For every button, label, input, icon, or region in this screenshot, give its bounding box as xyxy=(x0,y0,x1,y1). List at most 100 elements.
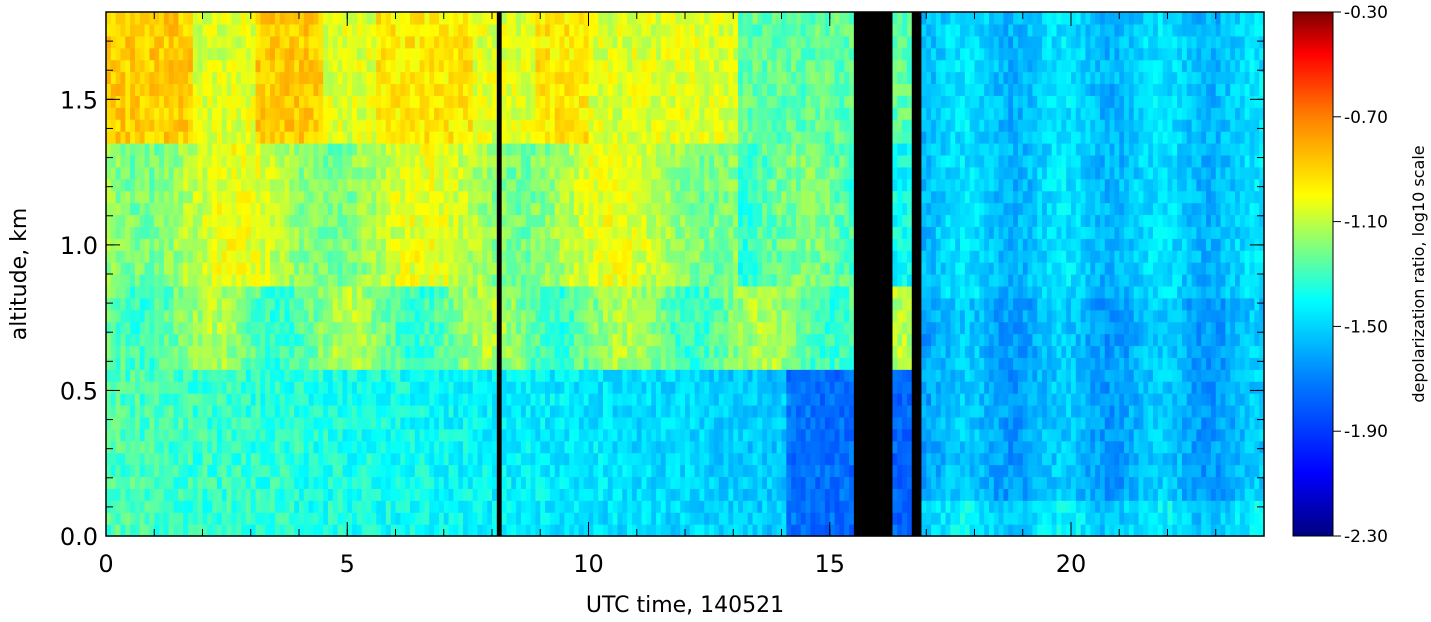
heatmap-cell xyxy=(472,381,479,394)
heatmap-cell xyxy=(241,143,247,156)
heatmap-cell xyxy=(622,393,628,406)
heatmap-cell xyxy=(289,119,295,132)
heatmap-cell xyxy=(535,381,541,394)
heatmap-cell xyxy=(593,512,599,525)
heatmap-cell xyxy=(154,405,160,418)
heatmap-cell xyxy=(279,369,286,382)
heatmap-cell xyxy=(641,238,648,251)
heatmap-cell xyxy=(332,166,339,180)
heatmap-cell xyxy=(516,262,522,275)
heatmap-cell xyxy=(458,393,464,406)
heatmap-cell xyxy=(472,357,479,370)
heatmap-cell xyxy=(110,488,117,501)
heatmap-cell xyxy=(106,440,112,454)
heatmap-cell xyxy=(361,309,368,323)
heatmap-cell xyxy=(627,381,633,394)
heatmap-cell xyxy=(549,262,556,275)
heatmap-cell xyxy=(588,178,594,192)
heatmap-cell xyxy=(270,35,276,49)
heatmap-cell xyxy=(327,357,334,370)
heatmap-cell xyxy=(641,381,648,394)
heatmap-cell xyxy=(226,285,233,299)
heatmap-cell xyxy=(183,12,189,25)
heatmap-cell xyxy=(241,59,247,73)
heatmap-cell xyxy=(501,405,508,418)
heatmap-cell xyxy=(270,143,276,156)
heatmap-cell xyxy=(241,369,247,382)
heatmap-cell xyxy=(332,405,339,418)
heatmap-cell xyxy=(492,512,498,525)
heatmap-cell xyxy=(583,71,590,85)
heatmap-cell xyxy=(472,35,479,49)
heatmap-cell xyxy=(221,285,228,299)
heatmap-cell xyxy=(376,95,382,108)
heatmap-cell xyxy=(409,47,416,61)
heatmap-cell xyxy=(361,107,368,120)
heatmap-cell xyxy=(506,285,512,299)
heatmap-cell xyxy=(429,119,435,132)
heatmap-cell xyxy=(631,166,638,180)
heatmap-cell xyxy=(139,357,146,370)
heatmap-cell xyxy=(173,83,179,96)
heatmap-cell xyxy=(323,238,329,251)
heatmap-cell xyxy=(347,23,353,37)
heatmap-cell xyxy=(631,119,638,132)
heatmap-cell xyxy=(207,285,213,299)
heatmap-cell xyxy=(511,309,517,323)
heatmap-cell xyxy=(511,59,517,73)
heatmap-cell xyxy=(173,202,179,216)
heatmap-cell xyxy=(149,274,155,287)
heatmap-cell xyxy=(178,274,184,287)
heatmap-cell xyxy=(139,285,146,299)
heatmap-cell xyxy=(477,95,483,108)
heatmap-cell xyxy=(303,71,310,85)
heatmap-cell xyxy=(448,23,454,37)
heatmap-cell xyxy=(192,238,199,251)
heatmap-cell xyxy=(173,119,179,132)
heatmap-cell xyxy=(598,143,604,156)
heatmap-cell xyxy=(631,321,638,335)
heatmap-cell xyxy=(467,464,474,478)
heatmap-cell xyxy=(453,440,459,454)
heatmap-cell xyxy=(226,405,233,418)
heatmap-cell xyxy=(342,250,348,263)
heatmap-cell xyxy=(487,357,493,370)
heatmap-cell xyxy=(361,83,368,96)
heatmap-cell xyxy=(381,166,387,180)
heatmap-cell xyxy=(501,285,508,299)
heatmap-cell xyxy=(588,476,594,489)
heatmap-cell xyxy=(607,119,614,132)
heatmap-cell xyxy=(168,59,175,73)
heatmap-cell xyxy=(294,309,300,323)
heatmap-cell xyxy=(274,59,281,73)
heatmap-cell xyxy=(236,297,242,311)
heatmap-cell xyxy=(535,190,541,204)
heatmap-cell xyxy=(588,143,594,156)
heatmap-cell xyxy=(134,23,141,37)
heatmap-cell xyxy=(173,12,179,25)
heatmap-cell xyxy=(400,83,406,96)
heatmap-cell xyxy=(424,309,430,323)
heatmap-cell xyxy=(602,71,609,85)
heatmap-cell xyxy=(395,452,401,466)
heatmap-cell xyxy=(159,190,165,204)
heatmap-cell xyxy=(154,119,160,132)
heatmap-cell xyxy=(231,238,237,251)
heatmap-cell xyxy=(245,309,252,323)
heatmap-cell xyxy=(308,357,315,370)
heatmap-cell xyxy=(352,357,358,370)
heatmap-cell xyxy=(545,166,551,180)
heatmap-cell xyxy=(554,476,561,489)
heatmap-cell xyxy=(120,488,126,501)
heatmap-cell xyxy=(188,464,194,478)
heatmap-cell xyxy=(188,369,194,382)
heatmap-cell xyxy=(139,250,146,263)
heatmap-cell xyxy=(294,381,300,394)
heatmap-cell xyxy=(236,416,242,430)
heatmap-cell xyxy=(467,357,474,370)
heatmap-cell xyxy=(265,345,271,358)
heatmap-cell xyxy=(400,405,406,418)
heatmap-cell xyxy=(574,262,580,275)
heatmap-cell xyxy=(487,47,493,61)
heatmap-cell xyxy=(212,524,218,537)
